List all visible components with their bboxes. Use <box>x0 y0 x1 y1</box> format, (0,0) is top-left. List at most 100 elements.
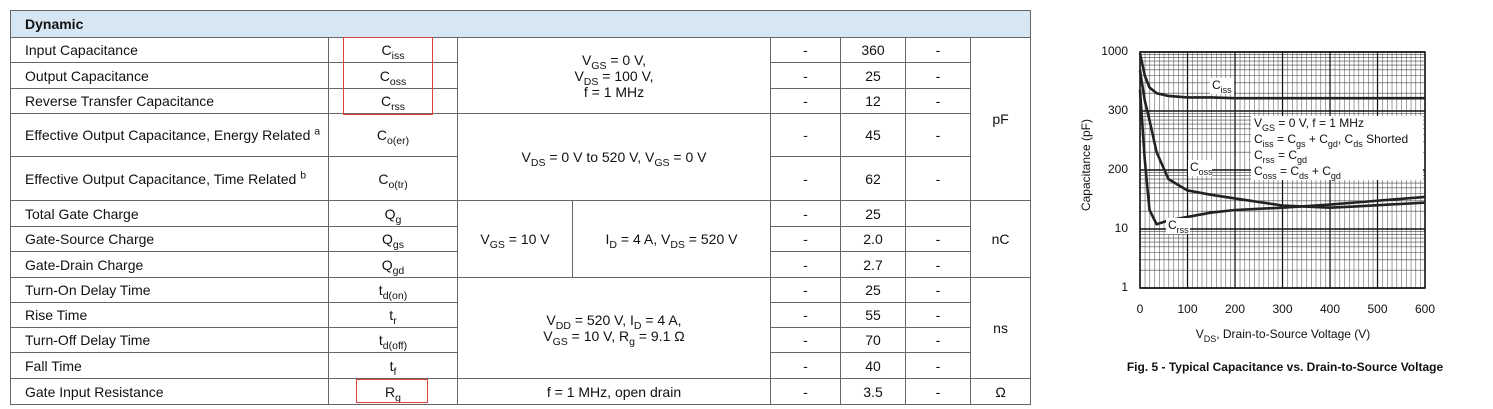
symbol: tr <box>328 302 458 328</box>
unit: Ω <box>969 378 1032 405</box>
text: Output Capacitance <box>25 67 149 84</box>
unit: nC <box>969 200 1032 278</box>
parameter: Total Gate Charge <box>10 200 329 227</box>
min: - <box>770 327 841 353</box>
subscript: DS <box>583 75 599 88</box>
text: Shorted <box>1363 132 1408 146</box>
parameter: Fall Time <box>10 352 329 379</box>
x-tick-label: 200 <box>1225 302 1245 316</box>
max: - <box>905 302 971 328</box>
typ: 2.7 <box>840 251 906 278</box>
parameter: Gate Input Resistance <box>10 378 329 405</box>
conditions: VDD = 520 V, ID = 4 A, VGS = 10 V, Rg = 9… <box>457 277 771 379</box>
subscript: GS <box>552 335 568 348</box>
text: Gate-Drain Charge <box>25 256 144 273</box>
typ: 25 <box>840 277 906 303</box>
min: - <box>770 352 841 379</box>
symbol: td(off) <box>328 327 458 353</box>
text: C <box>380 93 392 109</box>
text: Q <box>381 256 393 273</box>
subscript: d(on) <box>382 289 408 302</box>
text: C <box>378 170 389 187</box>
subscript: f <box>393 365 397 378</box>
text: , C <box>1338 132 1354 146</box>
x-tick-label: 0 <box>1137 302 1144 316</box>
subscript: gs <box>1296 139 1306 149</box>
min: - <box>770 302 841 328</box>
symbol: Qgs <box>328 226 458 252</box>
text: = 10 V, R <box>567 328 630 344</box>
curve <box>1138 70 1426 209</box>
text: = 100 V, <box>598 67 654 84</box>
text: = 10 V <box>504 231 550 247</box>
subscript: iss <box>1221 85 1232 95</box>
text: = 520 V <box>684 231 738 247</box>
typ: 55 <box>840 302 906 328</box>
label-bg <box>1210 78 1234 94</box>
parameter: Gate-Drain Charge <box>10 251 329 278</box>
subscript: o(er) <box>386 134 410 147</box>
max: - <box>905 327 971 353</box>
min: - <box>770 37 841 63</box>
x-tick-label: 100 <box>1177 302 1197 316</box>
text: Q <box>384 205 396 222</box>
text: t <box>389 307 394 323</box>
parameter: Reverse Transfer Capacitance <box>10 88 329 114</box>
max: - <box>905 251 971 278</box>
text: V <box>546 312 556 328</box>
y-tick-label: 10 <box>1115 221 1129 235</box>
text: C <box>1254 132 1263 146</box>
curve <box>1138 89 1426 226</box>
subscript: iss <box>1263 139 1274 149</box>
typ: 45 <box>840 113 906 157</box>
y-tick-label: 1 <box>1121 280 1128 294</box>
typ: 360 <box>840 37 906 63</box>
subscript: rss <box>1263 155 1275 165</box>
row: Rise Time tr -55- <box>10 302 1031 328</box>
min: - <box>770 378 841 405</box>
min: - <box>770 277 841 303</box>
label-bg <box>1166 218 1190 234</box>
typ: 2.0 <box>840 226 906 252</box>
subscript: DS <box>530 156 546 169</box>
max: - <box>905 378 971 405</box>
text: + C <box>1306 132 1329 146</box>
conditions: VGS = 0 V, VDS = 100 V, f = 1 MHz <box>457 37 771 114</box>
max: - <box>905 277 971 303</box>
subscript: ds <box>1353 139 1363 149</box>
symbol: td(on) <box>328 277 458 303</box>
subscript: DD <box>555 319 571 332</box>
text: C <box>376 127 387 143</box>
annotation-box <box>1251 116 1423 180</box>
series-label: Crss <box>1168 218 1189 235</box>
annotation: VGS = 0 V, f = 1 MHz <box>1254 116 1364 133</box>
annotation: Coss = Cds + Cgd <box>1254 164 1341 181</box>
text: t <box>378 282 383 298</box>
subscript: GS <box>591 59 607 72</box>
text: V <box>521 149 531 165</box>
label-bg <box>1188 160 1212 176</box>
subscript: g <box>395 213 402 226</box>
symbol: Co(tr) <box>328 156 458 201</box>
text-line: f = 1 MHz <box>462 84 766 100</box>
text-line: VGS = 0 V, <box>462 51 766 72</box>
text: = 0 V, <box>606 51 647 68</box>
superscript: a <box>314 125 321 138</box>
max: - <box>905 226 971 252</box>
typ: 62 <box>840 156 906 201</box>
row: Fall Time tf -40- <box>10 352 1031 379</box>
symbol: tf <box>328 352 458 379</box>
text: = C <box>1277 164 1300 178</box>
typ: 25 <box>840 62 906 89</box>
subscript: iss <box>391 49 405 62</box>
conditions: VGS = 10 V <box>457 200 573 278</box>
subscript: rss <box>1177 225 1189 235</box>
subscript: D <box>609 238 617 251</box>
parameter: Gate-Source Charge <box>10 226 329 252</box>
text: V <box>480 231 490 247</box>
text: C <box>1190 160 1199 174</box>
text: f = 1 MHz <box>583 83 645 100</box>
annotation: Ciss = Cgs + Cgd, Cds Shorted <box>1254 132 1408 149</box>
text: Effective Output Capacitance, Energy Rel… <box>25 127 315 143</box>
